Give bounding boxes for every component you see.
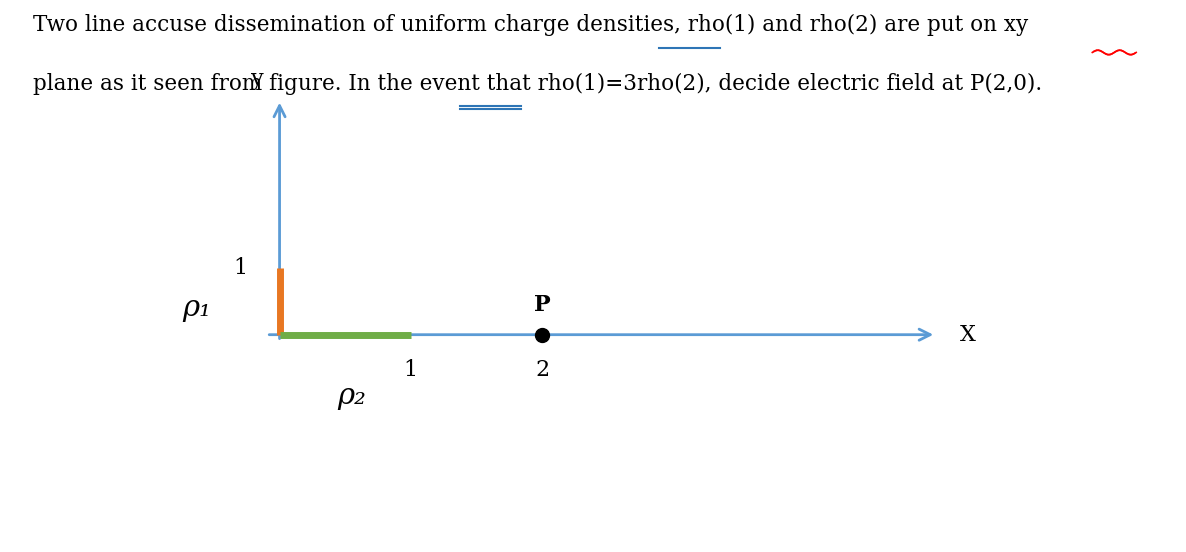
Text: ρ₁: ρ₁ <box>181 294 211 322</box>
Text: Two line accuse dissemination of uniform charge densities, rho(1) and rho(2) are: Two line accuse dissemination of uniform… <box>33 14 1028 36</box>
Text: plane as it seen from figure. In the event that rho(1)=3rho(2), decide electric : plane as it seen from figure. In the eve… <box>33 73 1042 95</box>
Text: y: y <box>251 68 264 90</box>
Text: 1: 1 <box>234 257 247 279</box>
Text: 1: 1 <box>403 359 417 381</box>
Text: ρ₂: ρ₂ <box>337 381 366 410</box>
Text: P: P <box>534 294 550 316</box>
Text: 2: 2 <box>535 359 549 381</box>
Text: X: X <box>959 323 976 346</box>
